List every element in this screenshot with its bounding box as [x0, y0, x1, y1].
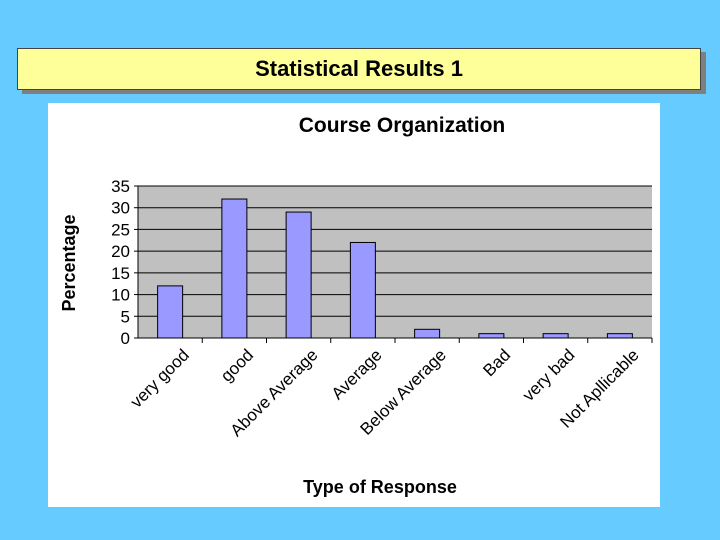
bar-very-bad	[542, 333, 569, 339]
y-tick-label: 5	[121, 307, 130, 326]
chart-title: Course Organization	[299, 114, 506, 137]
bar-not-apllicable	[606, 333, 633, 339]
bar-very-good	[157, 285, 184, 339]
y-tick-label: 15	[111, 264, 130, 283]
chart-panel: Course Organization 0 5 10 15 20 25 30 35 very …	[48, 103, 660, 507]
y-tick-label: 0	[121, 329, 130, 348]
slide-title: Statistical Results 1	[17, 48, 701, 90]
y-axis-ticks: 0 5 10 15 20 25 30 35	[111, 177, 138, 348]
x-tick-label: good	[217, 345, 257, 385]
x-tick-label: very good	[127, 345, 193, 411]
bar-below-average	[414, 328, 441, 339]
x-tick-label: very bad	[519, 345, 579, 405]
y-tick-label: 10	[111, 286, 130, 305]
bar-good	[221, 198, 248, 339]
x-tick-label: Bad	[479, 345, 514, 380]
bar-above-average	[285, 211, 312, 339]
x-axis-label: Type of Response	[303, 477, 457, 497]
bar-average	[349, 241, 376, 339]
x-tick-label: Average	[328, 345, 386, 403]
y-tick-label: 20	[111, 242, 130, 261]
bar-chart: Course Organization 0 5 10 15 20 25 30 35 very …	[59, 114, 653, 497]
y-tick-label: 35	[111, 177, 130, 196]
y-tick-label: 30	[111, 199, 130, 218]
y-tick-label: 25	[111, 220, 130, 239]
bar-bad	[478, 333, 505, 339]
bars	[157, 198, 633, 339]
plot-area	[138, 186, 652, 338]
y-axis-label: Percentage	[59, 214, 79, 311]
